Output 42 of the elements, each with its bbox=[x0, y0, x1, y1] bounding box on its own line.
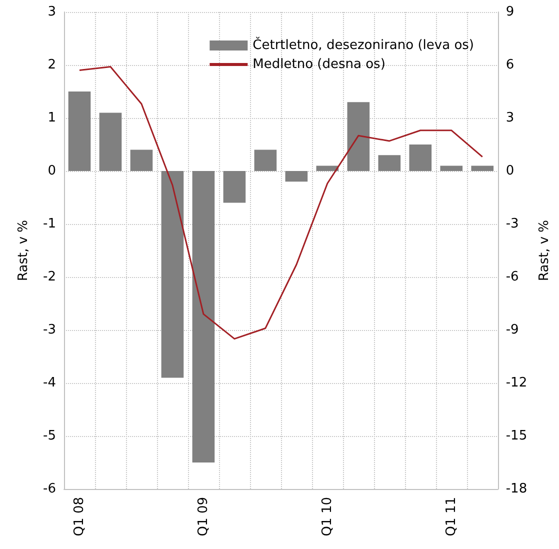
y-tick-label: -2 bbox=[43, 270, 56, 284]
bar bbox=[254, 150, 277, 171]
bar bbox=[409, 144, 432, 171]
bar bbox=[440, 166, 463, 171]
bar bbox=[347, 102, 370, 171]
bar bbox=[99, 112, 122, 171]
y2-tick-label: -3 bbox=[506, 216, 519, 232]
y-tick-label: 2 bbox=[48, 58, 56, 72]
y2-tick-label: -15 bbox=[506, 428, 528, 444]
y2-tick-label: -12 bbox=[506, 376, 528, 390]
bar bbox=[161, 171, 184, 378]
y-tick-label: -4 bbox=[43, 376, 56, 390]
bar bbox=[316, 166, 339, 171]
y-tick-label: -5 bbox=[43, 428, 56, 444]
y2-axis-title: Rast, v % bbox=[537, 220, 552, 282]
y-tick-label: 3 bbox=[48, 4, 56, 20]
bar bbox=[378, 155, 401, 171]
y2-tick-label: 6 bbox=[506, 58, 514, 72]
y2-tick-label: -6 bbox=[506, 270, 519, 284]
bar bbox=[285, 171, 308, 182]
bar bbox=[68, 92, 91, 171]
x-tick-label: Q1 11 bbox=[444, 497, 459, 536]
bar bbox=[130, 150, 153, 171]
y2-tick-label: 9 bbox=[506, 4, 514, 20]
bar bbox=[192, 171, 215, 462]
x-tick-label: Q1 09 bbox=[196, 497, 211, 536]
y2-tick-label: 0 bbox=[506, 164, 514, 178]
y2-tick-label: -18 bbox=[506, 482, 528, 496]
y-tick-label: -6 bbox=[43, 482, 56, 496]
x-tick-label: Q1 08 bbox=[72, 497, 87, 536]
y2-tick-label: 3 bbox=[506, 110, 514, 126]
y-tick-label: -3 bbox=[43, 322, 56, 338]
y2-tick-label: -9 bbox=[506, 322, 519, 338]
y-axis-title: Rast, v % bbox=[16, 220, 31, 282]
bar bbox=[471, 166, 494, 171]
legend-label: Četrtletno, desezonirano (leva os) bbox=[252, 36, 474, 53]
y-tick-label: 0 bbox=[48, 164, 56, 178]
y-tick-label: -1 bbox=[43, 216, 56, 232]
y-tick-label: 1 bbox=[48, 110, 56, 126]
bar bbox=[223, 171, 246, 203]
legend-label: Medletno (desna os) bbox=[252, 57, 386, 72]
x-tick-label: Q1 10 bbox=[320, 497, 335, 536]
